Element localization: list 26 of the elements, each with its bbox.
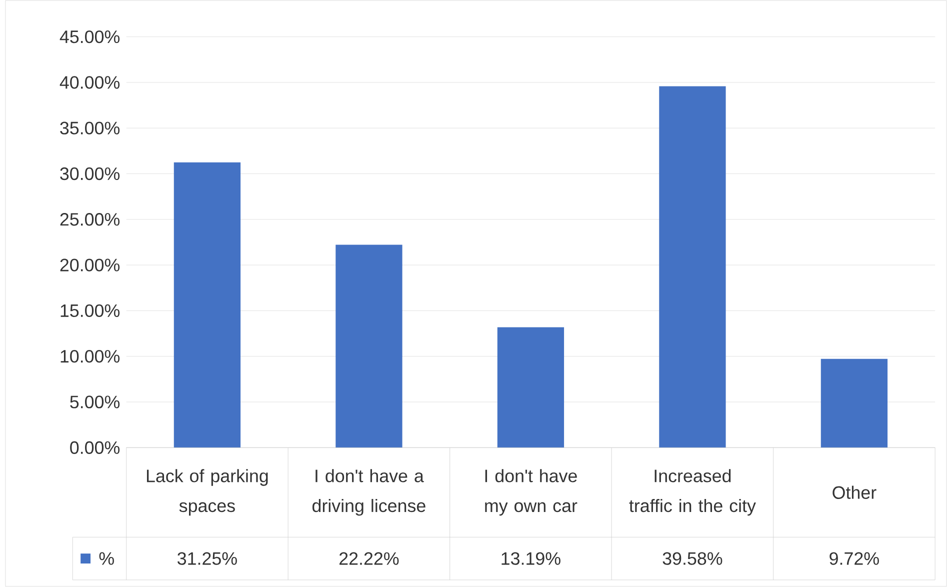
y-tick-label: 15.00% [60,304,120,318]
bar [174,162,241,448]
data-label: 9.72% [830,552,879,565]
bar [336,244,402,448]
x-tick-label: I don't have my own car [485,469,578,516]
y-tick-label: 10.00% [60,350,120,363]
y-tick-label: 40.00% [60,76,120,89]
data-label: 39.58% [662,552,722,565]
y-tick-label: 45.00% [60,30,120,44]
x-tick-label: Lack of parking spaces [146,469,268,516]
y-tick-label: 35.00% [60,122,120,134]
y-tick-label: 30.00% [60,167,120,180]
data-label: 31.25% [178,552,237,565]
x-tick-label: I don't have a driving license [312,469,426,516]
data-label: 13.19% [502,552,560,565]
bar [497,327,564,448]
y-tick-label: 20.00% [60,258,120,272]
x-tick-label: Other [832,486,876,500]
x-tick-label: Increased traffic in the city [629,469,756,516]
legend-label: % [99,552,114,565]
y-tick-label: 25.00% [60,213,120,226]
y-tick-label: 5.00% [70,396,120,408]
bar [820,358,888,448]
data-label: 22.22% [339,552,399,565]
bar [659,86,726,448]
y-tick-label: 0.00% [70,441,120,454]
